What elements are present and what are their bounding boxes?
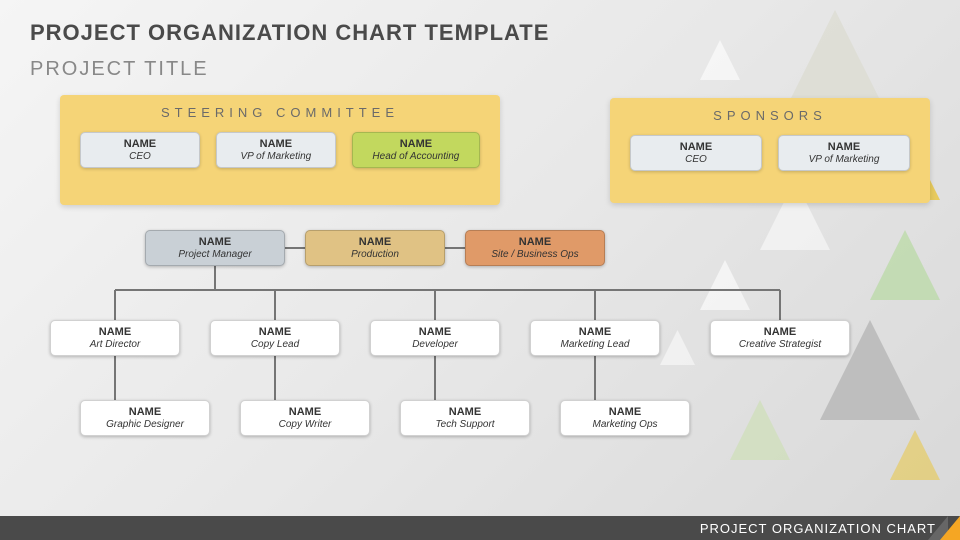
node-name: NAME [379, 326, 491, 338]
node-role: Marketing Ops [569, 419, 681, 430]
node-prod: NAMEProduction [305, 230, 445, 266]
steering-title: STEERING COMMITTEE [60, 95, 500, 122]
footer-bar: PROJECT ORGANIZATION CHART [0, 516, 960, 540]
node-name: NAME [314, 236, 436, 248]
sponsors-title: SPONSORS [610, 98, 930, 125]
node-role: Site / Business Ops [474, 249, 596, 260]
sponsors-card: NAMECEO [630, 135, 762, 171]
card-role: Head of Accounting [362, 151, 470, 162]
node-dev: NAMEDeveloper [370, 320, 500, 356]
node-ops: NAMESite / Business Ops [465, 230, 605, 266]
node-mkt: NAMEMarketing Lead [530, 320, 660, 356]
sponsors-card: NAMEVP of Marketing [778, 135, 910, 171]
steering-card: NAMECEO [80, 132, 200, 168]
card-role: VP of Marketing [226, 151, 326, 162]
node-cw: NAMECopy Writer [240, 400, 370, 436]
node-copy: NAMECopy Lead [210, 320, 340, 356]
sponsors-panel: SPONSORSNAMECEONAMEVP of Marketing [610, 98, 930, 203]
node-name: NAME [539, 326, 651, 338]
node-role: Copy Writer [249, 419, 361, 430]
node-cs: NAMECreative Strategist [710, 320, 850, 356]
steering-panel: STEERING COMMITTEENAMECEONAMEVP of Marke… [60, 95, 500, 205]
steering-card: NAMEVP of Marketing [216, 132, 336, 168]
card-name: NAME [788, 141, 900, 153]
card-name: NAME [226, 138, 326, 150]
node-name: NAME [59, 326, 171, 338]
node-name: NAME [474, 236, 596, 248]
card-role: CEO [640, 154, 752, 165]
node-role: Tech Support [409, 419, 521, 430]
node-name: NAME [249, 406, 361, 418]
card-name: NAME [362, 138, 470, 150]
footer-text: PROJECT ORGANIZATION CHART [700, 521, 936, 536]
node-role: Art Director [59, 339, 171, 350]
node-role: Developer [379, 339, 491, 350]
node-name: NAME [154, 236, 276, 248]
node-pm: NAMEProject Manager [145, 230, 285, 266]
card-role: VP of Marketing [788, 154, 900, 165]
node-name: NAME [569, 406, 681, 418]
node-name: NAME [89, 406, 201, 418]
org-chart: NAMEProject ManagerNAMEProductionNAMESit… [30, 230, 930, 500]
card-name: NAME [640, 141, 752, 153]
node-role: Production [314, 249, 436, 260]
node-ts: NAMETech Support [400, 400, 530, 436]
project-title: PROJECT TITLE [30, 58, 209, 81]
node-name: NAME [219, 326, 331, 338]
node-role: Graphic Designer [89, 419, 201, 430]
node-role: Creative Strategist [719, 339, 841, 350]
node-role: Marketing Lead [539, 339, 651, 350]
node-role: Copy Lead [219, 339, 331, 350]
steering-card: NAMEHead of Accounting [352, 132, 480, 168]
page-title: PROJECT ORGANIZATION CHART TEMPLATE [30, 20, 549, 46]
card-name: NAME [90, 138, 190, 150]
card-role: CEO [90, 151, 190, 162]
node-name: NAME [409, 406, 521, 418]
node-mo: NAMEMarketing Ops [560, 400, 690, 436]
node-gd: NAMEGraphic Designer [80, 400, 210, 436]
node-art: NAMEArt Director [50, 320, 180, 356]
node-name: NAME [719, 326, 841, 338]
node-role: Project Manager [154, 249, 276, 260]
